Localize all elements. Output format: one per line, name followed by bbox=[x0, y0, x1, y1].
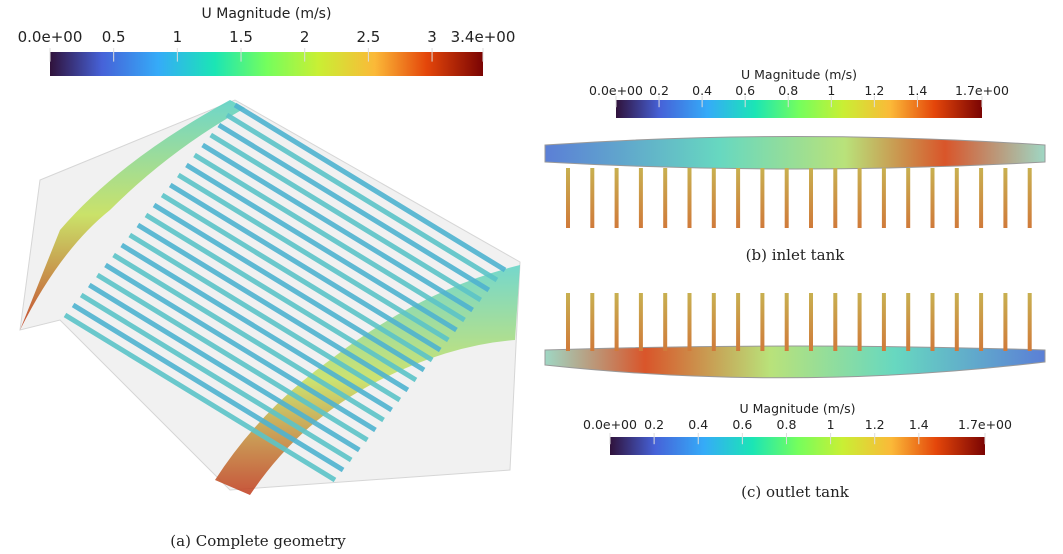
tube bbox=[955, 168, 959, 228]
colorbar-gradient bbox=[50, 52, 483, 76]
colorbar-tick-label: 0.2 bbox=[649, 83, 669, 98]
tube bbox=[882, 168, 886, 228]
tube bbox=[590, 293, 594, 351]
tube bbox=[931, 168, 935, 228]
colorbar-tick-label: 0.4 bbox=[692, 83, 712, 98]
colorbar-tick-label: 1.2 bbox=[865, 417, 885, 432]
tube bbox=[639, 168, 643, 228]
colorbar-tick-label: 3.4e+00 bbox=[451, 28, 516, 46]
tube bbox=[931, 293, 935, 351]
tube bbox=[809, 293, 813, 351]
tube bbox=[979, 168, 983, 228]
tube bbox=[566, 168, 570, 228]
colorbar-tick-label: 0.6 bbox=[732, 417, 752, 432]
tube bbox=[809, 168, 813, 228]
colorbar-title: U Magnitude (m/s) bbox=[741, 67, 857, 82]
colorbar-tick-label: 0.0e+00 bbox=[589, 83, 643, 98]
colorbar-tick-label: 0.4 bbox=[688, 417, 708, 432]
tube bbox=[858, 168, 862, 228]
caption-b: (b) inlet tank bbox=[746, 246, 846, 264]
colorbar-title: U Magnitude (m/s) bbox=[202, 6, 332, 22]
tube bbox=[615, 293, 619, 351]
tube bbox=[760, 293, 764, 351]
colorbar-tick-label: 0.6 bbox=[735, 83, 755, 98]
caption-c: (c) outlet tank bbox=[741, 483, 850, 501]
colorbar-tick-label: 0.8 bbox=[777, 417, 797, 432]
tube bbox=[906, 293, 910, 351]
colorbar-tick-label: 0.8 bbox=[778, 83, 798, 98]
tube bbox=[1028, 168, 1032, 228]
tube bbox=[615, 168, 619, 228]
tube bbox=[833, 293, 837, 351]
inlet-tank bbox=[545, 137, 1045, 229]
tube bbox=[785, 293, 789, 351]
tube bbox=[760, 168, 764, 228]
figure: (b) inlet tank (c) outlet tank (a) Compl… bbox=[0, 0, 1063, 554]
tube bbox=[1028, 293, 1032, 351]
colorbar-tick-label: 1.5 bbox=[229, 28, 253, 46]
colorbar-tick-label: 1.7e+00 bbox=[958, 417, 1012, 432]
tube bbox=[906, 168, 910, 228]
tube bbox=[590, 168, 594, 228]
tube bbox=[785, 168, 789, 228]
complete-geometry bbox=[20, 100, 520, 495]
tube bbox=[833, 168, 837, 228]
colorbar-title: U Magnitude (m/s) bbox=[740, 401, 856, 416]
tube bbox=[736, 168, 740, 228]
colorbar-tick-label: 1.7e+00 bbox=[955, 83, 1009, 98]
tube bbox=[1003, 168, 1007, 228]
colorbar-tick-label: 1.4 bbox=[907, 83, 927, 98]
tube bbox=[882, 293, 886, 351]
tube bbox=[712, 293, 716, 351]
tube bbox=[955, 293, 959, 351]
colorbar: U Magnitude (m/s) 0.0e+00 0.5 1 1.5 2 2.5 3 3.4e… bbox=[18, 6, 516, 76]
colorbar-tick-label: 3 bbox=[427, 28, 437, 46]
colorbar-tick-label: 0.2 bbox=[644, 417, 664, 432]
tube bbox=[663, 293, 667, 351]
caption-a: (a) Complete geometry bbox=[170, 532, 346, 550]
colorbar-tick-label: 2.5 bbox=[356, 28, 380, 46]
tube bbox=[639, 293, 643, 351]
colorbar-tick-label: 2 bbox=[300, 28, 310, 46]
colorbar-gradient bbox=[610, 437, 985, 455]
colorbar-gradient bbox=[616, 100, 982, 118]
tube bbox=[1003, 293, 1007, 351]
tube bbox=[688, 293, 692, 351]
colorbar-tick-label: 1 bbox=[827, 83, 835, 98]
colorbar-tick-label: 0.0e+00 bbox=[583, 417, 637, 432]
tube bbox=[736, 293, 740, 351]
colorbar: U Magnitude (m/s) 0.0e+00 0.2 0.4 0.6 0.8 1 1.2… bbox=[583, 401, 1012, 455]
colorbar: U Magnitude (m/s) 0.0e+00 0.2 0.4 0.6 0.8 1 1.2… bbox=[589, 67, 1009, 118]
tube bbox=[566, 293, 570, 351]
colorbar-tick-label: 1 bbox=[173, 28, 183, 46]
colorbar-tick-label: 1.4 bbox=[909, 417, 929, 432]
outlet-tank bbox=[545, 293, 1045, 378]
tube bbox=[663, 168, 667, 228]
tube bbox=[979, 293, 983, 351]
tube bbox=[688, 168, 692, 228]
colorbar-tick-label: 0.5 bbox=[102, 28, 126, 46]
colorbar-tick-label: 1.2 bbox=[864, 83, 884, 98]
colorbar-tick-label: 0.0e+00 bbox=[18, 28, 83, 46]
tube bbox=[712, 168, 716, 228]
colorbar-tick-label: 1 bbox=[827, 417, 835, 432]
tube bbox=[858, 293, 862, 351]
